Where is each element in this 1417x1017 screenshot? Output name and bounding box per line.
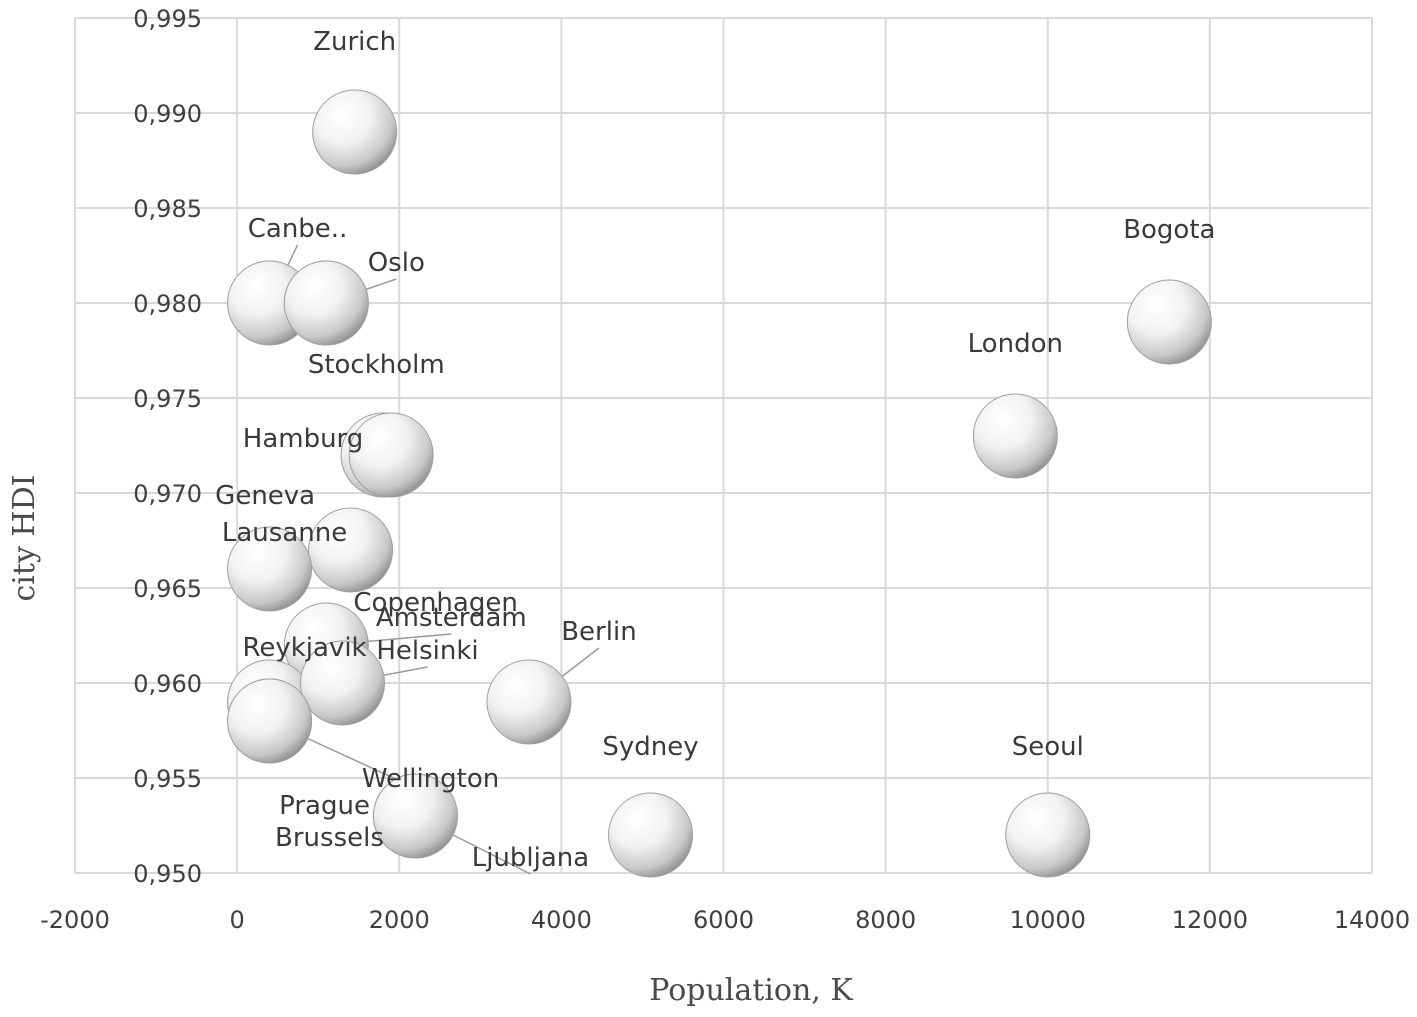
y-axis-title: city HDI (7, 474, 42, 601)
data-point (283, 260, 369, 346)
y-tick-label: 0,960 (133, 670, 202, 698)
point-label: Geneva (215, 481, 315, 511)
data-point (972, 393, 1058, 479)
data-point (348, 412, 434, 498)
point-label: Oslo (368, 248, 425, 278)
x-tick-label: 12000 (1172, 906, 1248, 934)
x-tick-label: -2000 (40, 906, 110, 934)
point-label: Zurich (313, 27, 396, 57)
data-point (372, 773, 458, 859)
y-tick-label: 0,975 (133, 385, 202, 413)
point-label: Prague (279, 791, 370, 821)
point-label: Helsinki (376, 636, 478, 666)
point-label: Copenhagen (353, 588, 517, 618)
x-axis-title: Population, K (649, 973, 853, 1008)
x-tick-label: 8000 (855, 906, 916, 934)
x-tick-label: 14000 (1334, 906, 1410, 934)
data-point (227, 678, 313, 764)
point-label: Hamburg (243, 424, 364, 454)
point-label: Ljubljana (472, 843, 589, 873)
point-label: Reykjavik (242, 633, 366, 663)
data-point (1005, 792, 1091, 878)
data-point (312, 89, 398, 175)
y-tick-label: 0,980 (133, 290, 202, 318)
data-point (308, 507, 394, 593)
data-point (486, 659, 572, 745)
x-tick-label: 10000 (1010, 906, 1086, 934)
point-label: Brussels (275, 823, 384, 853)
x-tick-label: 4000 (531, 906, 592, 934)
point-label: Amsterdam (376, 603, 527, 633)
x-axis-ticks: -2000 0 2000 4000 6000 8000 10000 12000 14000 (40, 906, 1410, 934)
x-tick-label: 6000 (693, 906, 754, 934)
y-axis-ticks: 0,950 0,955 0,960 0,965 0,970 0,975 0,980 0,985… (133, 5, 202, 888)
y-tick-label: 0,985 (133, 195, 202, 223)
point-label: Stockholm (308, 350, 445, 380)
point-label: Wellington (362, 764, 499, 794)
point-labels: Zurich Canbe.. Oslo Stockholm Bogota London Ha… (215, 27, 1215, 873)
point-label: Lausanne (222, 518, 347, 548)
data-point (227, 526, 313, 612)
y-tick-label: 0,955 (133, 765, 202, 793)
y-tick-label: 0,990 (133, 100, 202, 128)
data-point (608, 792, 694, 878)
point-label: Berlin (561, 617, 636, 647)
x-tick-label: 2000 (369, 906, 430, 934)
data-points (227, 89, 1212, 878)
y-tick-label: 0,970 (133, 480, 202, 508)
y-tick-label: 0,950 (133, 860, 202, 888)
point-label: Canbe.. (248, 214, 348, 244)
y-tick-label: 0,995 (133, 5, 202, 33)
x-tick-label: 0 (229, 906, 244, 934)
y-tick-label: 0,965 (133, 575, 202, 603)
point-label: Bogota (1123, 215, 1215, 245)
point-label: Sydney (602, 732, 698, 762)
data-point (1126, 279, 1212, 365)
point-label: Seoul (1012, 732, 1084, 762)
data-point (300, 640, 386, 726)
point-label: London (968, 329, 1063, 359)
